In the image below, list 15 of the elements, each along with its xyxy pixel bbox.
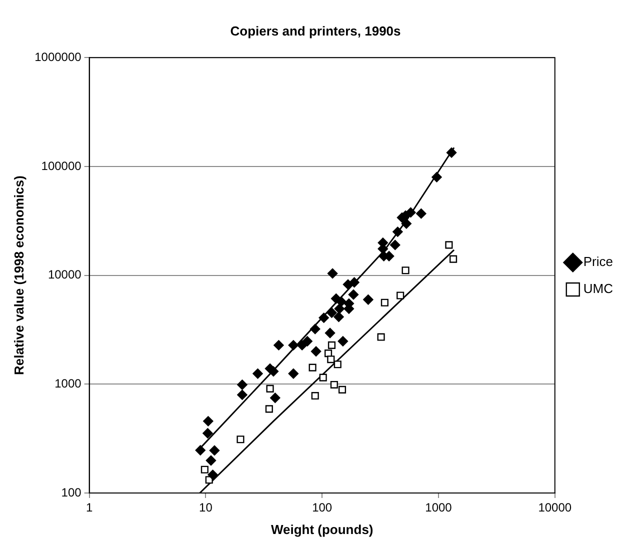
- x-tick-label: 10: [199, 500, 213, 515]
- x-tick-label: 10000: [538, 500, 572, 515]
- y-axis-title: Relative value (1998 economics): [11, 176, 26, 376]
- y-tick-label: 1000000: [34, 50, 82, 64]
- x-axis-title: Weight (pounds): [270, 522, 374, 537]
- legend-label: Price: [583, 254, 614, 270]
- x-tick-label: 1: [86, 500, 93, 515]
- y-tick-label: 100: [61, 485, 82, 500]
- y-tick-label: 10000: [48, 268, 82, 282]
- y-tick-label: 1000: [54, 376, 82, 390]
- x-tick-label: 1000: [425, 500, 452, 515]
- y-tick-label: 100000: [41, 158, 82, 173]
- chart-title: Copiers and printers, 1990s: [230, 23, 401, 38]
- legend-label: UMC: [583, 281, 613, 296]
- x-tick-label: 100: [312, 500, 332, 515]
